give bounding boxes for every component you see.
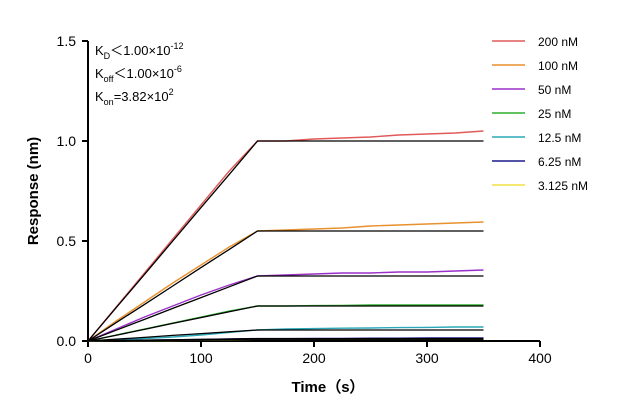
y-tick-label: 1.0 — [57, 133, 77, 149]
data-line — [87, 221, 484, 342]
annotation: Koff＜1.00×10-6 — [95, 64, 182, 84]
fit-line — [87, 339, 484, 342]
annotation-mantissa: 1.00×10 — [127, 66, 174, 81]
x-axis-label: Time（s） — [291, 378, 364, 396]
annotation-subscript: on — [104, 97, 114, 107]
legend-label: 100 nM — [538, 59, 578, 73]
annotation-exponent: 2 — [169, 87, 174, 97]
y-tick-label: 1.5 — [57, 33, 77, 49]
annotation: Kon=3.82×102 — [95, 87, 174, 107]
annotation-mantissa: 3.82×10 — [121, 89, 168, 104]
annotation-relation: = — [114, 89, 122, 104]
annotation-symbol: K — [95, 43, 104, 58]
y-tick-label: 0.0 — [57, 333, 77, 349]
data-line — [87, 130, 484, 342]
annotation-exponent: -6 — [174, 64, 182, 74]
data-line — [87, 304, 484, 342]
y-axis-label: Response (nm) — [25, 137, 42, 245]
annotation-relation: ＜ — [114, 66, 127, 81]
annotation-subscript: off — [104, 74, 114, 84]
x-tick-label: 100 — [189, 350, 213, 366]
legend-label: 12.5 nM — [538, 131, 581, 145]
annotation-mantissa: 1.00×10 — [123, 43, 170, 58]
data-line — [87, 326, 484, 342]
legend-label: 3.125 nM — [538, 179, 588, 193]
legend-label: 50 nM — [538, 83, 571, 97]
data-line — [87, 269, 484, 342]
annotation-symbol: K — [95, 66, 104, 81]
fit-line — [87, 140, 484, 342]
annotation-subscript: D — [104, 51, 111, 61]
legend-label: 6.25 nM — [538, 155, 581, 169]
legend-label: 25 nM — [538, 107, 571, 121]
fit-line — [87, 329, 484, 342]
fit-line — [87, 230, 484, 342]
x-tick-label: 300 — [415, 350, 439, 366]
annotation-symbol: K — [95, 89, 104, 104]
x-tick-label: 400 — [528, 350, 552, 366]
annotation-exponent: -12 — [171, 41, 184, 51]
x-tick-label: 200 — [302, 350, 326, 366]
fit-line — [87, 275, 484, 342]
fit-line — [87, 305, 484, 342]
legend-label: 200 nM — [538, 35, 578, 49]
annotation: KD＜1.00×10-12 — [95, 41, 184, 61]
y-tick-label: 0.5 — [57, 233, 77, 249]
annotation-relation: ＜ — [110, 43, 123, 58]
x-tick-label: 0 — [84, 350, 92, 366]
